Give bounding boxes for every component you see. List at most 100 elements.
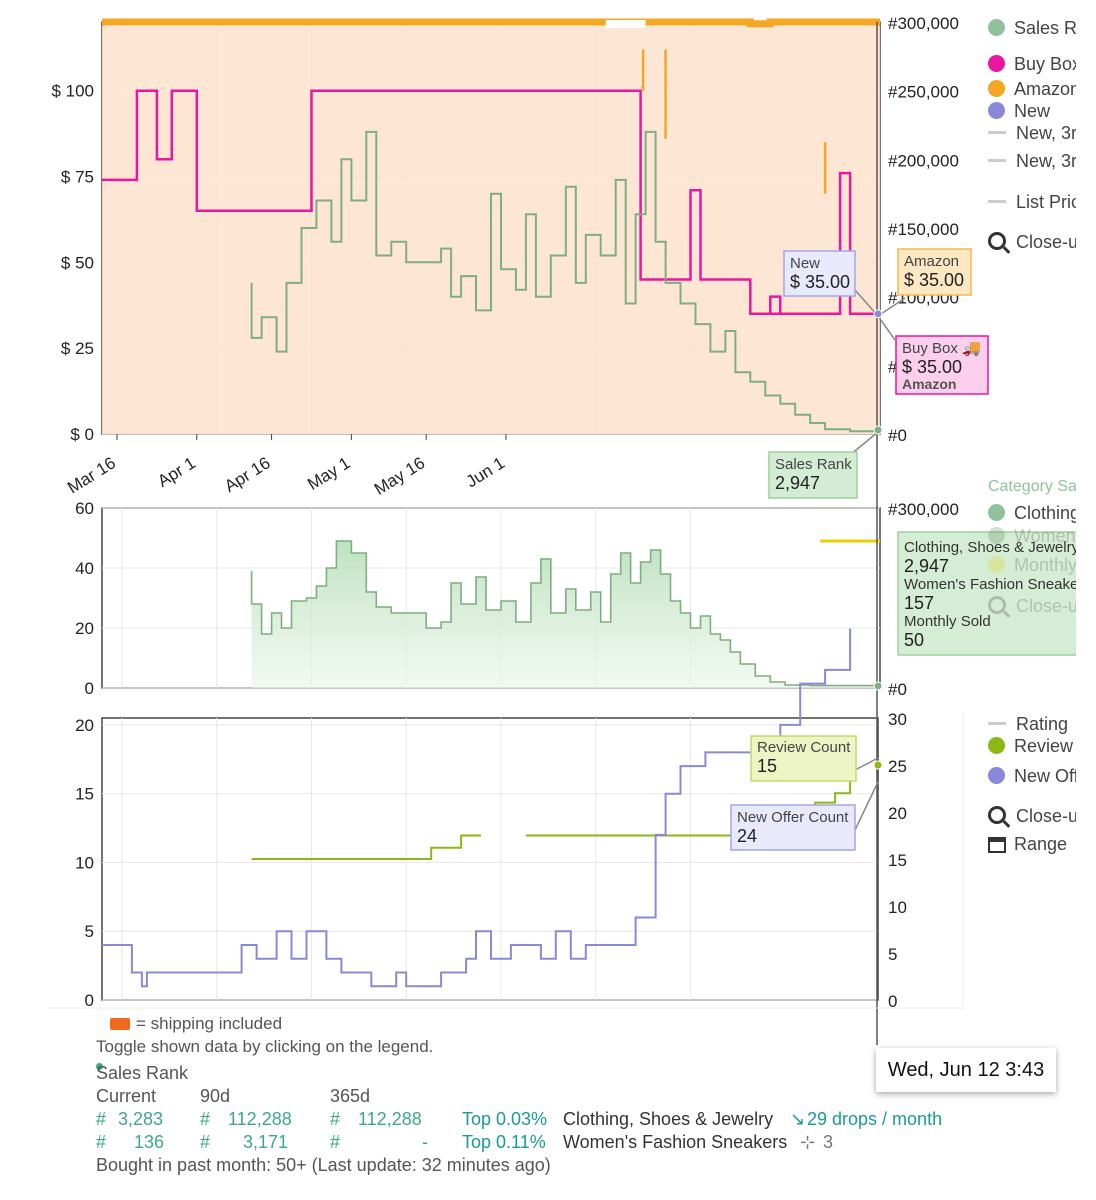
row2-365d: - [422,1132,428,1152]
offer-tick-2: 10 [75,853,94,872]
viewport-edge [1076,0,1096,1200]
col-current: Current [96,1086,157,1106]
cat2-dot-icon [988,527,1005,544]
review-tick-1: 5 [888,945,897,964]
tooltip-connectors [849,289,906,831]
hash-icon: # [330,1109,341,1129]
legend-new[interactable]: New [988,101,1050,122]
tooltip-category: Clothing, Shoes & Jewelry 2,947 Women's … [897,531,1096,656]
row2-category[interactable]: Women's Fashion Sneakers [563,1132,788,1152]
legend-amazon[interactable]: Amazon [988,79,1080,100]
price-tick-4: $ 100 [51,82,94,101]
legend-new-label: New [1014,101,1051,121]
series-review-count-0 [251,834,481,860]
legend-rating-label: Rating [1016,714,1069,734]
price-history-chart: $ 0$ 25$ 50$ 75$ 100#0#50,000#100,000#15… [51,14,958,499]
tooltip-amazon-label: Amazon [904,253,959,270]
row1-drops: 29 drops / month [807,1109,943,1129]
legend-range[interactable]: Range [988,834,1067,855]
new-dot-icon [988,102,1005,119]
price-tick-1: $ 25 [61,339,94,358]
category-rank-chart: 0 20 40 60 #0 #300,000 [75,499,959,699]
offer-tick-4: 20 [75,716,94,735]
tooltip-cat3-label: Monthly Sold [904,613,991,630]
row1-category[interactable]: Clothing, Shoes & Jewelry [563,1109,774,1129]
cat-tick-1: 20 [75,619,94,638]
date-tick-5: Jun 1 [463,453,508,491]
magnifier-icon [988,806,1006,824]
cat-tick-3: 60 [75,499,94,518]
review-tick-3: 15 [888,851,907,870]
price-tick-3: $ 75 [61,168,94,187]
review-tick-4: 20 [888,804,907,823]
toggle-note: Toggle shown data by clicking on the leg… [96,1037,434,1056]
tooltip-review-value: 15 [757,756,777,776]
review-tick-2: 10 [888,898,907,917]
legend-list-price[interactable]: List Price [988,192,1090,213]
rank-tick-6: #300,000 [888,14,959,33]
date-tooltip: Wed, Jun 12 3:43 [876,1048,1056,1092]
tooltip-cat2-label: Women's Fashion Sneakers [904,576,1091,593]
row1-top: Top 0.03% [462,1109,548,1129]
row2-current: 136 [134,1132,165,1152]
date-tick-2: Apr 16 [221,453,274,496]
truck-icon [110,1018,130,1030]
hierarchy-icon: ⊹ [800,1132,816,1152]
review-dot-icon [988,737,1005,754]
monthly-dot-icon [988,556,1005,573]
legend-cat1[interactable]: Clothing, S [988,503,1096,524]
legend-monthly-label: Monthly S [1014,555,1095,575]
col-365d: 365d [330,1086,371,1106]
tooltip-sales-rank-value: 2,947 [775,473,820,493]
series-clothing-shoes-jewelry [250,540,880,687]
review-tick-5: 25 [888,757,907,776]
dash-icon [988,722,1006,725]
tooltip-cat1-label: Clothing, Shoes & Jewelry [904,539,1080,556]
cat-tick-2: 40 [75,559,94,578]
cat-tick-0: 0 [85,679,94,698]
legend-rating[interactable]: Rating [988,714,1068,735]
series-clothing-area [251,541,881,688]
tooltip-buybox-label: Buy Box 🚚 [902,340,981,357]
legend-monthly[interactable]: Monthly S [988,555,1094,576]
tooltip-sales-rank: Sales Rank 2,947 [768,451,858,499]
row2-top: Top 0.11% [462,1132,546,1152]
cat1-dot-icon [988,504,1005,521]
row2-subcount: 3 [823,1132,834,1152]
dash-icon [988,131,1006,134]
tooltip-offer-label: New Offer Count [737,809,849,826]
legend-offer[interactable]: New Offer [988,766,1095,787]
legend-cat2[interactable]: Women's F [988,526,1096,547]
offer-tick-3: 15 [75,785,94,804]
hash-icon: # [96,1132,107,1152]
date-tick-4: May 16 [371,453,428,499]
calendar-icon [988,837,1006,853]
magnifier-icon [988,596,1006,614]
offer-tick-0: 0 [85,991,94,1010]
review-tick-0: 0 [888,992,897,1011]
shipping-note: = shipping included [110,1014,282,1034]
tooltip-new-value: $ 35.00 [790,272,850,292]
legend-sales-rank[interactable]: Sales Ran [988,18,1096,39]
legend-range-label: Range [1014,834,1068,854]
amazon-gap [605,20,646,28]
date-tick-0: Mar 16 [64,453,119,497]
cat-rank-tick-1: #300,000 [888,500,959,519]
review-endpoint [873,760,883,770]
price-tick-2: $ 50 [61,253,94,272]
dash-icon [988,200,1006,203]
tooltip-new: New $ 35.00 [783,250,856,297]
cat-endpoint [873,681,883,691]
rank-tick-4: #200,000 [888,151,959,170]
price-tick-0: $ 0 [70,425,94,444]
row1-current: 3,283 [118,1109,164,1129]
buybox-tail [769,295,782,314]
sales-rank-stats: Sales Rank Current 90d 365d # 3,283 # 11… [96,1063,996,1183]
tooltip-amazon: Amazon $ 35.00 [897,248,972,296]
row2-90d: 3,171 [243,1132,289,1152]
legend-buy-box[interactable]: Buy Box 🚚 [988,54,1096,75]
tooltip-cat3-value: 50 [904,630,924,650]
tooltip-review-count: Review Count 15 [750,735,857,782]
legend-review[interactable]: Review Co [988,736,1096,757]
tooltip-new-offer-count: New Offer Count 24 [730,804,856,851]
